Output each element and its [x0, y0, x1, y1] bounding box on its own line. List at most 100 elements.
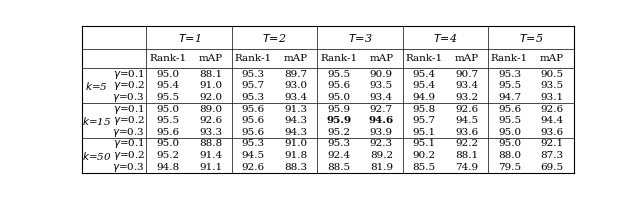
- Text: 88.1: 88.1: [455, 151, 478, 160]
- Text: 90.5: 90.5: [541, 70, 564, 79]
- Text: mAP: mAP: [369, 54, 394, 63]
- Text: 92.6: 92.6: [199, 116, 222, 125]
- Text: 92.4: 92.4: [327, 151, 350, 160]
- Text: 95.3: 95.3: [242, 70, 265, 79]
- Text: 94.5: 94.5: [455, 116, 478, 125]
- Text: 93.3: 93.3: [199, 128, 222, 137]
- Text: 95.0: 95.0: [156, 105, 179, 114]
- Text: $k$=15: $k$=15: [82, 115, 111, 127]
- Text: 95.0: 95.0: [498, 139, 521, 149]
- Text: 95.4: 95.4: [413, 70, 436, 79]
- Text: 95.5: 95.5: [327, 70, 350, 79]
- Text: $\gamma$=0.2: $\gamma$=0.2: [113, 149, 145, 162]
- Text: 95.5: 95.5: [156, 93, 179, 102]
- Text: 93.6: 93.6: [455, 128, 478, 137]
- Text: 95.3: 95.3: [242, 139, 265, 149]
- Text: $T$=4: $T$=4: [433, 32, 458, 44]
- Text: 94.5: 94.5: [242, 151, 265, 160]
- Text: 95.0: 95.0: [327, 93, 350, 102]
- Text: Rank-1: Rank-1: [406, 54, 443, 63]
- Text: 95.0: 95.0: [156, 139, 179, 149]
- Text: 95.6: 95.6: [327, 81, 350, 90]
- Text: 92.1: 92.1: [541, 139, 564, 149]
- Text: 88.8: 88.8: [199, 139, 222, 149]
- Text: 95.4: 95.4: [413, 81, 436, 90]
- Text: 93.4: 93.4: [455, 81, 478, 90]
- Text: 95.6: 95.6: [498, 105, 521, 114]
- Text: mAP: mAP: [284, 54, 308, 63]
- Text: 92.6: 92.6: [455, 105, 478, 114]
- Text: 95.0: 95.0: [156, 70, 179, 79]
- Text: 88.5: 88.5: [327, 163, 350, 172]
- Text: Rank-1: Rank-1: [320, 54, 357, 63]
- Text: 93.9: 93.9: [370, 128, 393, 137]
- Text: 93.0: 93.0: [284, 81, 307, 90]
- Text: 95.7: 95.7: [413, 116, 436, 125]
- Text: 92.0: 92.0: [199, 93, 222, 102]
- Text: 88.0: 88.0: [498, 151, 521, 160]
- Text: 94.8: 94.8: [156, 163, 179, 172]
- Text: 69.5: 69.5: [541, 163, 564, 172]
- Text: 93.4: 93.4: [370, 93, 393, 102]
- Text: 85.5: 85.5: [413, 163, 436, 172]
- Text: 95.9: 95.9: [327, 105, 350, 114]
- Text: $\gamma$=0.3: $\gamma$=0.3: [113, 161, 145, 174]
- Text: 91.0: 91.0: [199, 81, 222, 90]
- Text: 89.0: 89.0: [199, 105, 222, 114]
- Text: 90.7: 90.7: [455, 70, 478, 79]
- Text: 95.6: 95.6: [156, 128, 179, 137]
- Text: 94.3: 94.3: [284, 128, 307, 137]
- Text: $\gamma$=0.3: $\gamma$=0.3: [113, 91, 145, 104]
- Text: 91.8: 91.8: [284, 151, 307, 160]
- Text: $T$=5: $T$=5: [518, 32, 543, 44]
- Text: $T$=3: $T$=3: [348, 32, 372, 44]
- Text: 92.6: 92.6: [242, 163, 265, 172]
- Text: Rank-1: Rank-1: [235, 54, 272, 63]
- Text: $k$=50: $k$=50: [82, 150, 111, 162]
- Text: 95.4: 95.4: [156, 81, 179, 90]
- Text: $T$=1: $T$=1: [178, 32, 201, 44]
- Text: 94.9: 94.9: [413, 93, 436, 102]
- Text: 95.6: 95.6: [242, 116, 265, 125]
- Text: 95.2: 95.2: [327, 128, 350, 137]
- Text: $\gamma$=0.2: $\gamma$=0.2: [113, 114, 145, 127]
- Text: 95.9: 95.9: [326, 116, 351, 125]
- Text: 95.3: 95.3: [242, 93, 265, 102]
- Text: 81.9: 81.9: [370, 163, 393, 172]
- Text: $\gamma$=0.1: $\gamma$=0.1: [113, 138, 145, 151]
- Text: 88.1: 88.1: [199, 70, 222, 79]
- Text: Rank-1: Rank-1: [149, 54, 186, 63]
- Text: 95.3: 95.3: [327, 139, 350, 149]
- Text: $\gamma$=0.2: $\gamma$=0.2: [113, 79, 145, 92]
- Text: 93.5: 93.5: [370, 81, 393, 90]
- Text: 90.2: 90.2: [413, 151, 436, 160]
- Text: 93.2: 93.2: [455, 93, 478, 102]
- Text: 91.1: 91.1: [199, 163, 222, 172]
- Text: 91.3: 91.3: [284, 105, 307, 114]
- Text: $\gamma$=0.3: $\gamma$=0.3: [113, 126, 145, 139]
- Text: 93.4: 93.4: [284, 93, 307, 102]
- Text: 89.2: 89.2: [370, 151, 393, 160]
- Text: 90.9: 90.9: [370, 70, 393, 79]
- Text: Rank-1: Rank-1: [491, 54, 528, 63]
- Text: 95.5: 95.5: [156, 116, 179, 125]
- Text: 91.4: 91.4: [199, 151, 222, 160]
- Text: 92.2: 92.2: [455, 139, 478, 149]
- Text: 79.5: 79.5: [498, 163, 521, 172]
- Text: 95.1: 95.1: [413, 128, 436, 137]
- Text: 95.3: 95.3: [498, 70, 521, 79]
- Text: mAP: mAP: [454, 54, 479, 63]
- Text: 95.6: 95.6: [242, 105, 265, 114]
- Text: 94.3: 94.3: [284, 116, 307, 125]
- Text: $k$=5: $k$=5: [85, 80, 108, 92]
- Text: 95.5: 95.5: [498, 116, 521, 125]
- Text: 93.1: 93.1: [541, 93, 564, 102]
- Text: 93.5: 93.5: [541, 81, 564, 90]
- Text: 95.7: 95.7: [242, 81, 265, 90]
- Text: 94.6: 94.6: [369, 116, 394, 125]
- Text: 95.1: 95.1: [413, 139, 436, 149]
- Text: 95.2: 95.2: [156, 151, 179, 160]
- Text: 94.4: 94.4: [541, 116, 564, 125]
- Text: 91.0: 91.0: [284, 139, 307, 149]
- Text: 95.6: 95.6: [242, 128, 265, 137]
